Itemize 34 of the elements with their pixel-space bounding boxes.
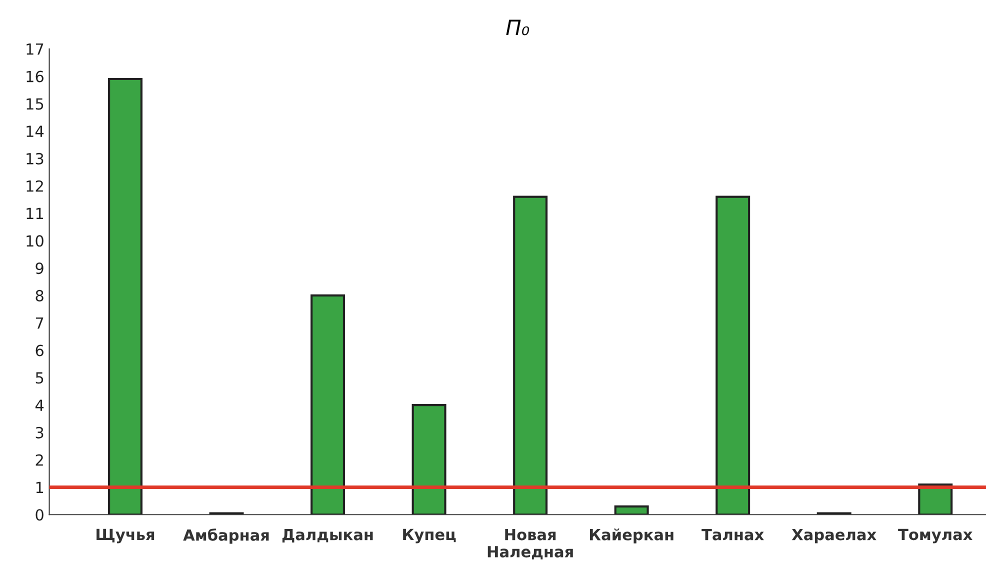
- x-tick-label: Хараелах: [792, 528, 876, 544]
- bar: [513, 196, 548, 515]
- y-tick-label: 13: [26, 152, 44, 164]
- y-tick-label: 15: [26, 98, 44, 110]
- y-tick-label: 8: [36, 290, 44, 302]
- y-tick-label: 12: [26, 180, 43, 192]
- x-tick-label: Новая Наледная: [488, 528, 573, 560]
- y-tick-label: 9: [36, 262, 44, 274]
- y-tick-label: 0: [36, 509, 44, 521]
- x-tick-label: Кайеркан: [590, 528, 674, 544]
- y-tick-label: 4: [35, 400, 44, 411]
- y-tick-label: 16: [26, 70, 44, 82]
- y-tick-label: 3: [36, 426, 44, 438]
- bar: [310, 294, 346, 515]
- y-tick-label: 1: [36, 482, 44, 494]
- bar: [412, 404, 446, 515]
- bar: [108, 78, 142, 515]
- x-tick-label: Талнах: [702, 528, 764, 540]
- x-tick-label: Далдыкан: [282, 528, 373, 543]
- y-tick-label: 10: [26, 235, 44, 247]
- x-tick-label: Щучья: [96, 528, 154, 544]
- bar: [716, 196, 750, 515]
- y-tick-label: 14: [26, 126, 44, 137]
- x-tick-label: Амбарная: [183, 528, 269, 544]
- y-tick-label: 6: [36, 344, 44, 356]
- x-tick-label: Купец: [403, 528, 456, 544]
- y-tick-label: 5: [36, 372, 44, 384]
- y-tick-label: 11: [26, 208, 44, 220]
- y-tick-label: 7: [36, 318, 44, 329]
- y-tick-label: 17: [26, 44, 44, 55]
- chart-title: П₀: [506, 20, 530, 36]
- y-tick-label: 2: [36, 454, 43, 466]
- x-tick-label: Томулах: [898, 528, 972, 544]
- bar: [614, 505, 649, 515]
